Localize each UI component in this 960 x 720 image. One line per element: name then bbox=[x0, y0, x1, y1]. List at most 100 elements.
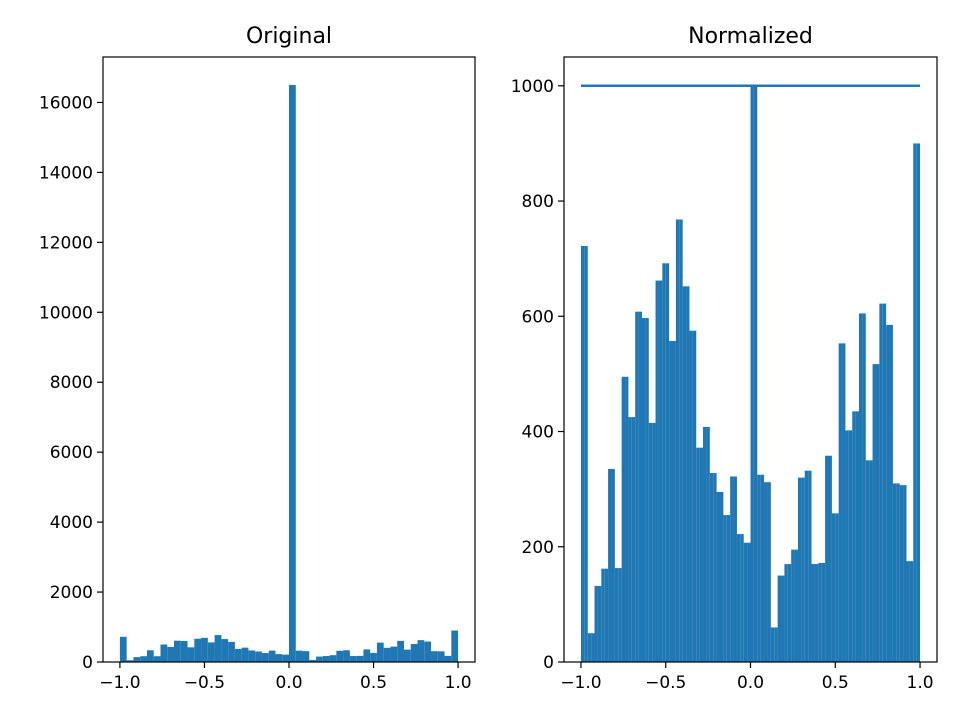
bar-45 bbox=[733, 476, 737, 662]
bar-14 bbox=[214, 635, 222, 662]
bar-68 bbox=[811, 564, 815, 662]
y-tick-label: 12000 bbox=[39, 233, 93, 253]
bar-1 bbox=[126, 660, 134, 662]
bar-20 bbox=[648, 422, 653, 662]
bar-32 bbox=[689, 330, 693, 662]
bar-43 bbox=[726, 515, 731, 662]
bar-44 bbox=[417, 640, 425, 662]
bar-30 bbox=[682, 286, 687, 662]
bar-50 bbox=[750, 85, 754, 662]
bar-29 bbox=[679, 219, 683, 663]
x-tick-label: −0.5 bbox=[645, 673, 686, 693]
bar-31 bbox=[329, 655, 337, 662]
bar-60 bbox=[784, 564, 788, 662]
bar-0 bbox=[580, 245, 585, 663]
x-tick-label: −1.0 bbox=[560, 673, 601, 693]
bar-70 bbox=[818, 562, 822, 662]
bar-37 bbox=[706, 426, 710, 662]
bar-75 bbox=[835, 513, 839, 662]
x-tick-label: −0.5 bbox=[184, 673, 225, 693]
bar-42 bbox=[723, 515, 727, 662]
bar-26 bbox=[295, 650, 303, 662]
bar-17 bbox=[638, 311, 642, 662]
bar-15 bbox=[221, 639, 229, 662]
bar-63 bbox=[794, 549, 798, 662]
bar-69 bbox=[814, 564, 819, 662]
bar-84 bbox=[865, 460, 870, 662]
bar-45 bbox=[424, 641, 432, 662]
bar-64 bbox=[797, 477, 802, 662]
bar-13 bbox=[625, 376, 629, 662]
bar-48 bbox=[444, 655, 452, 662]
bar-65 bbox=[801, 477, 805, 662]
bar-19 bbox=[645, 318, 649, 662]
bar-40 bbox=[716, 492, 720, 662]
bar-23 bbox=[658, 280, 663, 662]
y-tick-label: 14000 bbox=[39, 163, 93, 183]
chart-title: Normalized bbox=[688, 24, 813, 49]
y-tick-label: 10000 bbox=[39, 303, 93, 323]
bar-2 bbox=[133, 657, 141, 662]
bar-51 bbox=[753, 85, 758, 662]
bar-0 bbox=[119, 636, 127, 662]
bar-74 bbox=[831, 513, 836, 662]
bar-15 bbox=[631, 417, 636, 662]
bar-27 bbox=[672, 341, 676, 662]
bar-12 bbox=[201, 637, 208, 662]
bar-66 bbox=[804, 470, 809, 662]
x-tick-label: 0.0 bbox=[737, 673, 764, 693]
bar-29 bbox=[316, 656, 323, 662]
bar-33 bbox=[343, 650, 350, 662]
bar-46 bbox=[736, 534, 741, 662]
histogram-normalized: −1.0 −0.5 0.0 0.5 1.0 0 200 400 600 800 1000 Normal… bbox=[511, 24, 938, 693]
x-tick-label: −1.0 bbox=[99, 673, 140, 693]
bar-24 bbox=[662, 263, 666, 662]
bar-81 bbox=[855, 411, 860, 662]
y-tick-label: 200 bbox=[522, 538, 554, 558]
bar-80 bbox=[852, 411, 856, 662]
bar-18 bbox=[641, 318, 646, 662]
bar-40 bbox=[390, 646, 398, 662]
bar-59 bbox=[781, 575, 785, 662]
bar-30 bbox=[322, 656, 330, 662]
chart-title: Original bbox=[246, 24, 332, 49]
bar-91 bbox=[889, 324, 893, 662]
y-tick-label: 16000 bbox=[39, 93, 93, 113]
bar-23 bbox=[275, 654, 283, 662]
bar-71 bbox=[821, 562, 826, 662]
bar-20 bbox=[255, 651, 262, 662]
bar-38 bbox=[376, 642, 384, 662]
bar-37 bbox=[370, 652, 377, 662]
bar-39 bbox=[713, 473, 717, 662]
bar-31 bbox=[686, 286, 690, 662]
bar-94 bbox=[899, 485, 904, 662]
bar-6 bbox=[601, 568, 605, 662]
bar-52 bbox=[757, 474, 761, 662]
bar-53 bbox=[760, 474, 765, 662]
bar-87 bbox=[875, 364, 880, 662]
bar-67 bbox=[808, 470, 812, 662]
bar-27 bbox=[302, 651, 310, 662]
bar-72 bbox=[825, 455, 829, 662]
bar-49 bbox=[747, 542, 751, 662]
bar-98 bbox=[913, 143, 917, 662]
bar-19 bbox=[248, 650, 256, 662]
bar-11 bbox=[618, 568, 622, 662]
histogram-original: −1.0 −0.5 0.0 0.5 1.0 0 2000 4000 6000 8000 10000 1… bbox=[39, 24, 476, 693]
bar-24 bbox=[282, 654, 289, 662]
bar-35 bbox=[699, 447, 704, 662]
bar-39 bbox=[383, 647, 391, 662]
bar-1 bbox=[584, 245, 588, 663]
bar-42 bbox=[403, 649, 411, 662]
y-tick-label: 800 bbox=[522, 192, 554, 212]
bar-28 bbox=[675, 219, 680, 663]
bar-92 bbox=[892, 483, 897, 662]
bar-32 bbox=[336, 650, 344, 662]
bar-82 bbox=[859, 313, 863, 662]
y-tick-label: 400 bbox=[522, 423, 554, 443]
bar-5 bbox=[597, 585, 602, 662]
bar-85 bbox=[869, 460, 873, 662]
bar-14 bbox=[628, 417, 632, 662]
bar-17 bbox=[234, 648, 242, 662]
